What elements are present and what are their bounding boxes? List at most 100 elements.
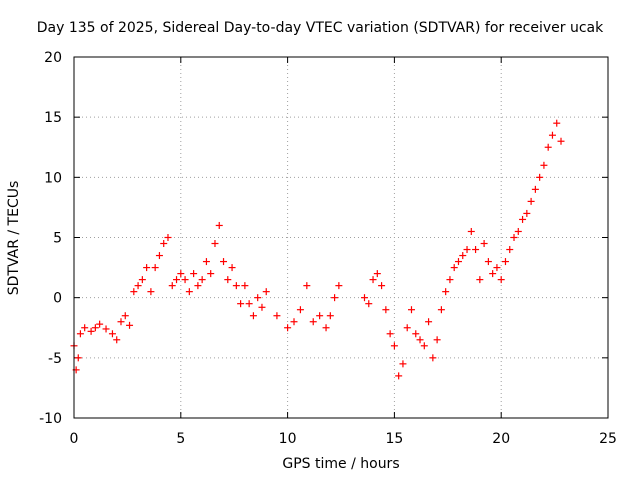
data-point <box>497 276 505 284</box>
data-point <box>446 276 454 284</box>
data-point <box>412 330 420 338</box>
data-point <box>420 342 428 350</box>
data-point <box>138 276 146 284</box>
y-tick-label: -10 <box>39 411 62 427</box>
data-point <box>403 324 411 332</box>
data-point <box>194 282 202 290</box>
data-point <box>91 324 99 332</box>
data-point <box>489 270 497 278</box>
data-point <box>399 360 407 368</box>
x-tick-label: 15 <box>385 431 403 447</box>
data-point <box>108 330 116 338</box>
data-point <box>303 282 311 290</box>
data-point <box>177 270 185 278</box>
data-point <box>523 209 531 217</box>
data-point <box>437 306 445 314</box>
data-point <box>126 321 134 329</box>
data-point <box>425 318 433 326</box>
data-point <box>454 258 462 266</box>
data-point <box>232 282 240 290</box>
y-tick-labels: -10 -5 0 5 10 15 20 <box>39 50 62 427</box>
x-axis-label: GPS time / hours <box>282 456 400 472</box>
data-point <box>74 354 82 362</box>
chart-title: Day 135 of 2025, Sidereal Day-to-day VTE… <box>36 20 604 36</box>
data-point <box>76 330 84 338</box>
data-point <box>87 327 95 335</box>
data-point <box>258 303 266 311</box>
data-point <box>117 318 125 326</box>
data-point <box>476 276 484 284</box>
data-point <box>168 282 176 290</box>
data-point <box>467 227 475 235</box>
data-point <box>540 161 548 169</box>
data-point <box>134 282 142 290</box>
data-point <box>202 258 210 266</box>
data-point <box>113 336 121 344</box>
data-point <box>207 270 215 278</box>
data-point <box>326 312 334 320</box>
data-point <box>331 294 339 302</box>
data-point <box>442 288 450 296</box>
data-point <box>164 234 172 241</box>
data-point <box>480 240 488 248</box>
data-point <box>237 300 245 308</box>
data-point <box>519 215 527 223</box>
data-point <box>369 276 377 284</box>
x-tick-label: 10 <box>279 431 297 447</box>
data-point <box>316 312 324 320</box>
data-point <box>527 197 535 205</box>
y-tick-label: 15 <box>44 110 62 126</box>
y-tick-label: 5 <box>53 231 62 247</box>
data-point <box>130 288 138 296</box>
data-point <box>273 312 281 320</box>
data-point <box>395 372 403 380</box>
data-point <box>544 143 552 151</box>
data-point <box>284 324 292 332</box>
data-point <box>228 264 236 272</box>
data-point <box>296 306 304 314</box>
data-point <box>262 288 270 296</box>
data-point <box>510 234 518 241</box>
data-point <box>254 294 262 302</box>
data-point <box>506 246 514 254</box>
data-point <box>531 185 539 193</box>
grid <box>74 57 608 418</box>
data-point <box>211 240 219 248</box>
data-point <box>190 270 198 278</box>
data-point <box>514 227 522 235</box>
data-point <box>553 119 561 127</box>
data-point <box>102 325 110 333</box>
data-point <box>245 300 253 308</box>
data-point <box>160 240 168 248</box>
data-point <box>536 173 544 181</box>
data-point <box>151 264 159 272</box>
data-point <box>501 258 509 266</box>
data-points <box>70 119 565 380</box>
y-tick-label: 10 <box>44 170 62 186</box>
data-point <box>121 312 129 320</box>
data-point <box>386 330 394 338</box>
x-tick-labels: 0 5 10 15 20 25 <box>70 431 617 447</box>
data-point <box>407 306 415 314</box>
y-tick-label: 0 <box>53 291 62 307</box>
data-point <box>143 264 151 272</box>
data-point <box>365 300 373 308</box>
data-point <box>215 221 223 229</box>
data-point <box>198 276 206 284</box>
data-point <box>155 252 163 260</box>
data-point <box>378 282 386 290</box>
data-point <box>290 318 298 326</box>
x-tick-label: 5 <box>176 431 185 447</box>
data-point <box>309 318 317 326</box>
data-point <box>416 336 424 344</box>
data-point <box>450 264 458 272</box>
data-point <box>249 312 257 320</box>
x-tick-label: 20 <box>492 431 510 447</box>
data-point <box>224 276 232 284</box>
data-point <box>493 264 501 272</box>
data-point <box>382 306 390 314</box>
data-point <box>463 246 471 254</box>
data-point <box>360 294 368 302</box>
data-point <box>459 252 467 260</box>
